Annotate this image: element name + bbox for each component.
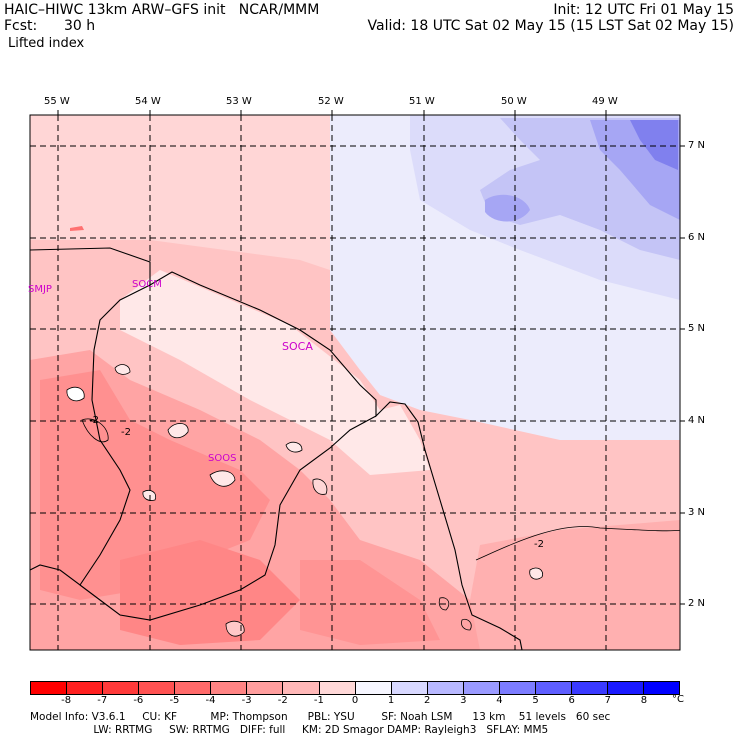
colorbar-tick-label: -3 xyxy=(241,695,252,706)
lat-label-5n: 5 N xyxy=(688,323,706,334)
colorbar-swatch xyxy=(607,682,644,694)
colorbar-swatch xyxy=(570,682,607,694)
colorbar-unit: °C xyxy=(672,694,684,705)
colorbar-swatch xyxy=(462,682,499,694)
lon-label-55w: 55 W xyxy=(44,96,70,107)
colorbar-swatch xyxy=(210,682,247,694)
colorbar-swatch xyxy=(31,682,67,694)
lat-label-6n: 6 N xyxy=(688,232,706,243)
lon-label-53w: 53 W xyxy=(226,96,252,107)
colorbar-swatch xyxy=(282,682,319,694)
station-label-smjp: SMJP xyxy=(28,284,52,295)
lat-label-4n: 4 N xyxy=(688,415,706,426)
lon-label-54w: 54 W xyxy=(135,96,161,107)
colorbar xyxy=(30,681,680,695)
colorbar-swatch xyxy=(534,682,571,694)
colorbar-swatch xyxy=(643,682,680,694)
map-title: HAIC–HIWC 13km ARW–GFS init NCAR/MMM xyxy=(4,2,320,18)
colorbar-tick-label: -8 xyxy=(61,695,72,706)
colorbar-tick-label: 4 xyxy=(496,695,503,706)
colorbar-tick-label: 1 xyxy=(387,695,395,706)
contour-label: -2 xyxy=(534,539,544,550)
colorbar-swatch xyxy=(318,682,355,694)
colorbar-tick-label: 7 xyxy=(604,695,611,706)
colorbar-tick-label: 0 xyxy=(351,695,359,706)
lon-label-49w: 49 W xyxy=(592,96,618,107)
lon-label-51w: 51 W xyxy=(409,96,435,107)
colorbar-tick-label: 6 xyxy=(568,695,575,706)
lat-label-2n: 2 N xyxy=(688,598,706,609)
colorbar-tick-label: -2 xyxy=(277,695,288,706)
colorbar-ticks: -8 -7 -6 -5 -4 -3 -2 -1 0 1 2 3 4 5 6 7 8 xyxy=(30,695,680,707)
colorbar-swatch xyxy=(102,682,139,694)
station-label-soos: SOOS xyxy=(208,453,237,464)
colorbar-tick-label: 3 xyxy=(460,695,467,706)
forecast-hour: 30 h xyxy=(64,18,96,34)
colorbar-swatch xyxy=(138,682,175,694)
lon-label-52w: 52 W xyxy=(318,96,344,107)
colorbar-swatch xyxy=(390,682,427,694)
colorbar-swatch xyxy=(498,682,535,694)
valid-time: Valid: 18 UTC Sat 02 May 15 (15 LST Sat … xyxy=(367,18,734,34)
contour-label: -2 xyxy=(121,427,131,438)
station-label-socm: SOCM xyxy=(132,279,162,290)
lon-label-50w: 50 W xyxy=(501,96,527,107)
colorbar-tick-label: 8 xyxy=(640,695,648,706)
contour-label: -2 xyxy=(89,415,99,426)
colorbar-swatch xyxy=(66,682,103,694)
lat-label-7n: 7 N xyxy=(688,140,706,151)
field-name: Lifted index xyxy=(8,36,85,51)
colorbar-swatch xyxy=(426,682,463,694)
colorbar-tick-label: -4 xyxy=(205,695,216,706)
colorbar-tick-label: -5 xyxy=(169,695,180,706)
colorbar-swatch xyxy=(354,682,391,694)
colorbar-swatch xyxy=(174,682,211,694)
init-time: Init: 12 UTC Fri 01 May 15 xyxy=(553,2,734,18)
model-info-line2: LW: RRTMG SW: RRTMG DIFF: full KM: 2D Sm… xyxy=(30,724,549,736)
colorbar-tick-label: -7 xyxy=(97,695,108,706)
colorbar-tick-label: 5 xyxy=(532,695,539,706)
colorbar-tick-label: 2 xyxy=(424,695,431,706)
colorbar-tick-label: -6 xyxy=(133,695,144,706)
lat-label-3n: 3 N xyxy=(688,507,706,518)
colorbar-tick-label: -1 xyxy=(313,695,324,706)
station-label-soca: SOCA xyxy=(282,340,313,353)
model-info-line1: Model Info: V3.6.1 CU: KF MP: Thompson P… xyxy=(30,711,611,723)
colorbar-swatch xyxy=(246,682,283,694)
forecast-label: Fcst: xyxy=(4,18,38,34)
